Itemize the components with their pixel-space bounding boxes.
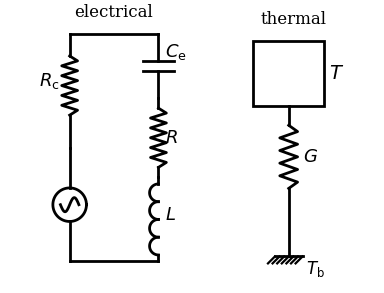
Text: $C_\mathrm{e}$: $C_\mathrm{e}$ bbox=[166, 42, 187, 62]
Text: $R$: $R$ bbox=[166, 129, 178, 147]
Text: $T$: $T$ bbox=[329, 64, 344, 83]
Bar bbox=[253, 41, 324, 105]
Text: $R_\mathrm{c}$: $R_\mathrm{c}$ bbox=[39, 71, 60, 91]
Text: $L$: $L$ bbox=[166, 205, 176, 224]
Text: electrical: electrical bbox=[74, 4, 152, 21]
Text: $T_\mathrm{b}$: $T_\mathrm{b}$ bbox=[306, 260, 325, 280]
Text: $G$: $G$ bbox=[303, 148, 318, 166]
Text: thermal: thermal bbox=[261, 11, 327, 28]
